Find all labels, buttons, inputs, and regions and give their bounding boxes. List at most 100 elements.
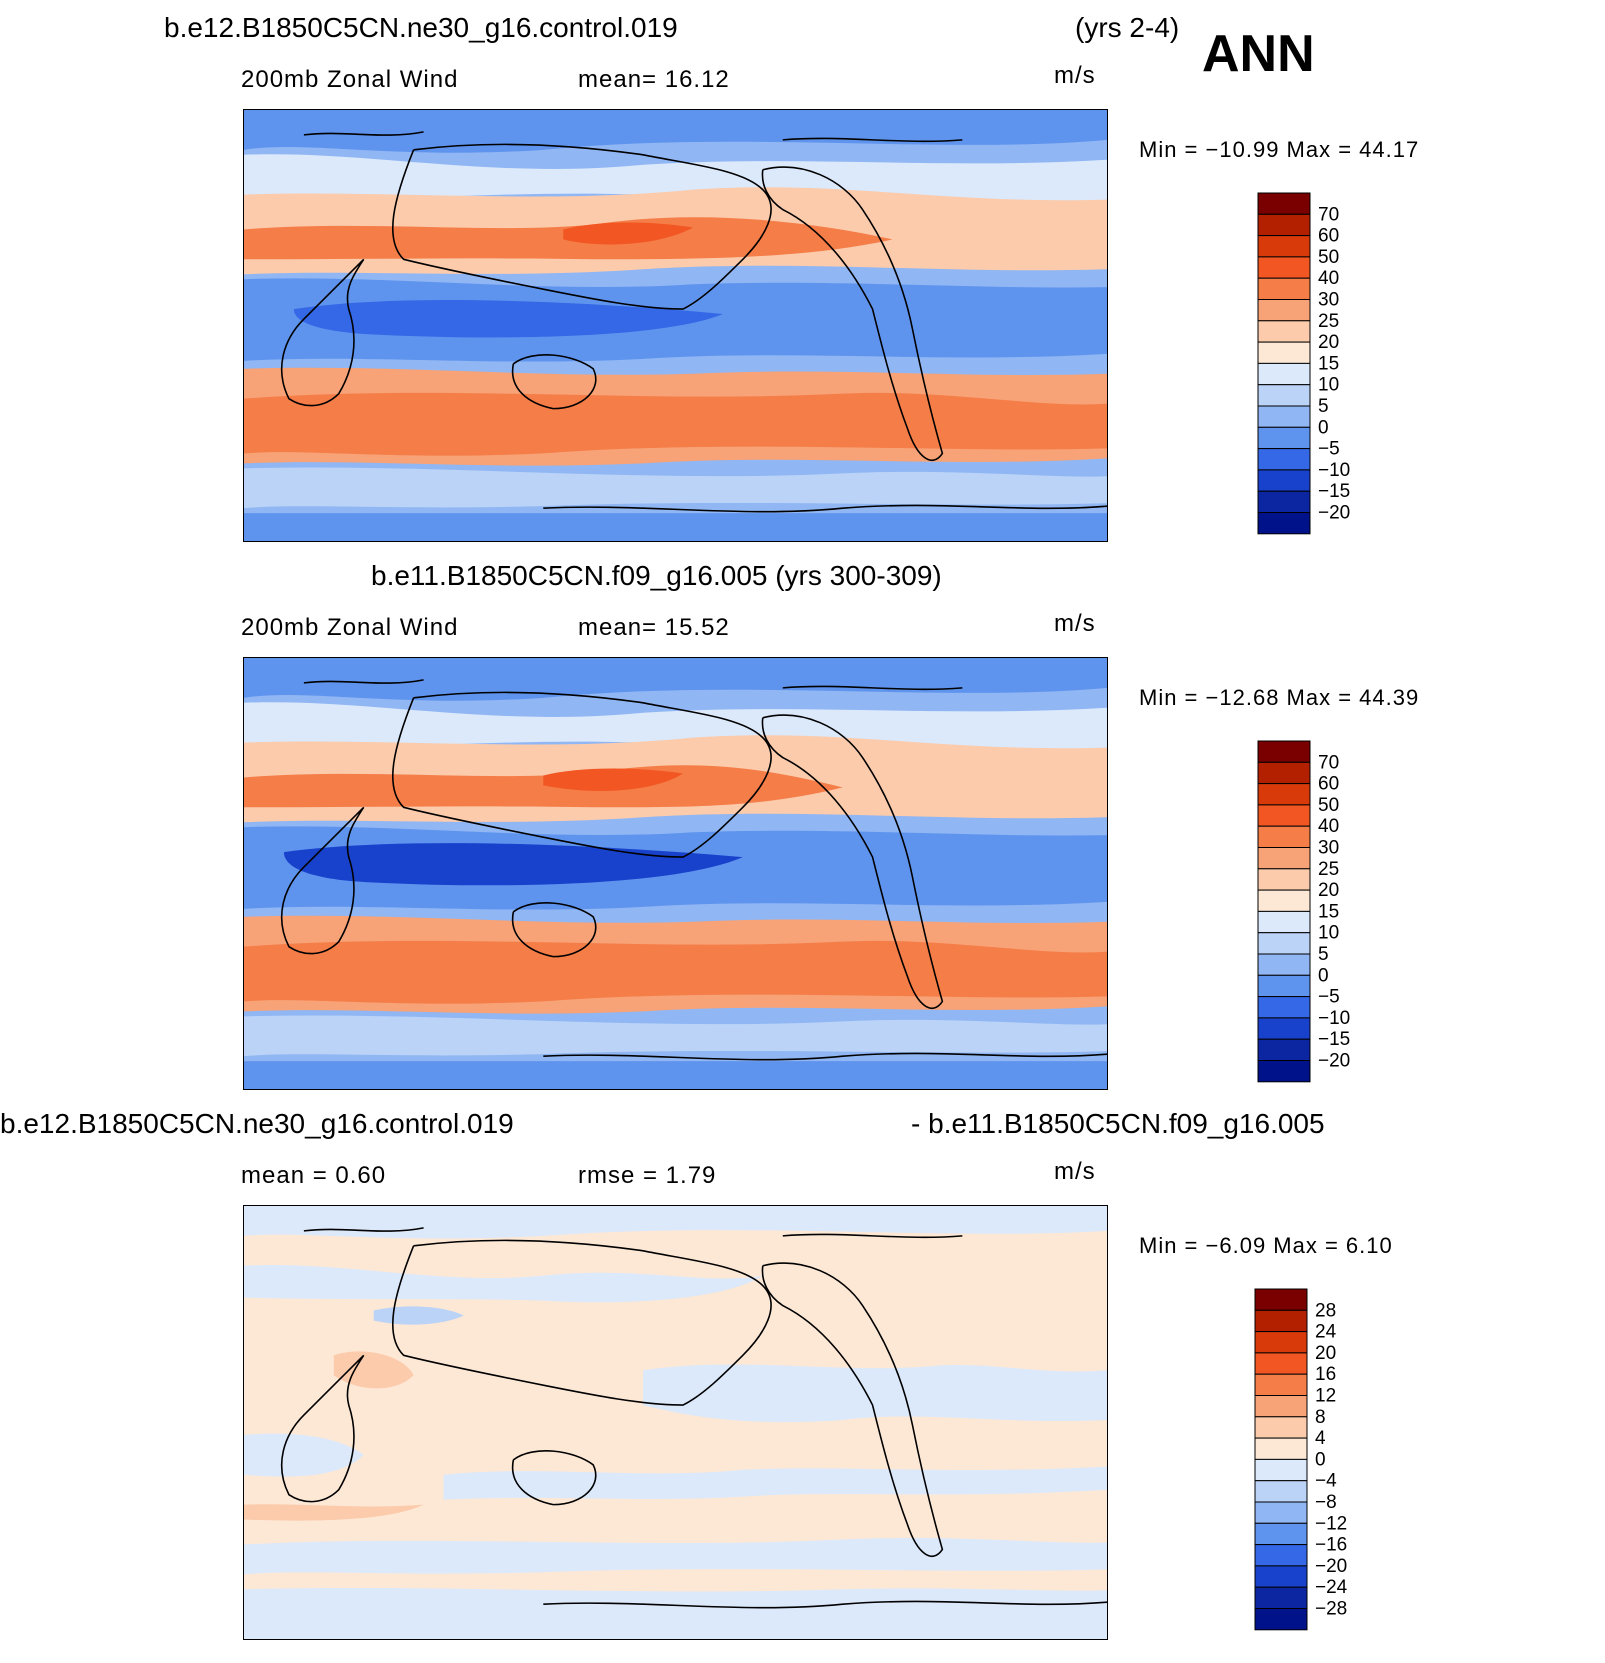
panel1-years: (yrs 2-4) <box>1075 12 1180 43</box>
colorbar-level-label: −10 <box>1318 460 1350 481</box>
panel3-mean: mean = 0.60 <box>241 1162 387 1189</box>
colorbar-swatch <box>1257 740 1311 763</box>
colorbar-level-label: 70 <box>1318 752 1339 773</box>
colorbar-level-label: 30 <box>1318 838 1339 859</box>
panel2-map <box>243 657 1108 1090</box>
colorbar-swatch <box>1254 1480 1308 1503</box>
panel1-mean: mean= 16.12 <box>578 66 730 93</box>
colorbar-swatch <box>1257 825 1311 848</box>
colorbar-swatch <box>1257 1017 1311 1040</box>
colorbar-swatch <box>1257 235 1311 258</box>
colorbar-level-label: 4 <box>1315 1428 1326 1449</box>
panel3-case-left: b.e12.B1850C5CN.ne30_g16.control.019 <box>0 1108 514 1139</box>
colorbar-level-label: 50 <box>1318 247 1339 268</box>
colorbar-level-label: 28 <box>1315 1300 1336 1321</box>
colorbar-swatch <box>1257 932 1311 955</box>
colorbar-swatch <box>1254 1501 1308 1524</box>
colorbar-level-label: 70 <box>1318 204 1339 225</box>
colorbar-swatch <box>1257 974 1311 998</box>
colorbar-level-label: −24 <box>1315 1577 1348 1598</box>
colorbar-level-label: 8 <box>1315 1407 1326 1428</box>
colorbar-swatch <box>1257 804 1311 827</box>
colorbar-level-label: −20 <box>1315 1556 1347 1577</box>
colorbar-level-label: −5 <box>1318 439 1340 460</box>
colorbar-swatch <box>1254 1544 1308 1567</box>
panel2-case-title: b.e11.B1850C5CN.f09_g16.005 (yrs 300-309… <box>371 560 942 591</box>
colorbar-swatch <box>1257 192 1311 215</box>
colorbar-level-label: 60 <box>1318 774 1339 795</box>
colorbar-level-label: 25 <box>1318 311 1339 332</box>
colorbar-level-label: 15 <box>1318 901 1339 922</box>
colorbar-level-label: 0 <box>1318 965 1329 986</box>
colorbar-swatch <box>1257 384 1311 407</box>
colorbar-swatch <box>1254 1309 1308 1333</box>
colorbar-level-label: 30 <box>1318 290 1339 311</box>
panel1-case-title: b.e12.B1850C5CN.ne30_g16.control.019 <box>164 12 678 43</box>
colorbar-level-label: −15 <box>1318 1029 1350 1050</box>
colorbar-swatch <box>1257 910 1311 934</box>
colorbar-level-label: −15 <box>1318 481 1350 502</box>
colorbar-swatch <box>1257 277 1311 300</box>
colorbar-level-label: −5 <box>1318 987 1340 1008</box>
panel3-rmse: rmse = 1.79 <box>578 1162 717 1189</box>
colorbar-swatch <box>1254 1437 1308 1460</box>
panel1-colorbar: 70 60 50 40 30 25 20 15 10 5 0 −5 −10 −15 −20 <box>1257 192 1398 535</box>
colorbar-swatch <box>1257 953 1311 976</box>
colorbar-swatch <box>1257 213 1311 237</box>
colorbar-level-label: 5 <box>1318 396 1329 417</box>
panel3-case-right: - b.e11.B1850C5CN.f09_g16.005 <box>911 1108 1325 1139</box>
panel3-minmax: Min = −6.09 Max = 6.10 <box>1139 1233 1393 1258</box>
panel1-variable: 200mb Zonal Wind <box>241 66 459 93</box>
colorbar-swatch <box>1257 1060 1311 1083</box>
colorbar-level-label: 0 <box>1318 417 1329 438</box>
colorbar-swatch <box>1257 783 1311 806</box>
colorbar-swatch <box>1257 299 1311 322</box>
colorbar-swatch <box>1257 490 1311 514</box>
colorbar-swatch <box>1257 469 1311 492</box>
colorbar-swatch <box>1254 1288 1308 1311</box>
colorbar-swatch <box>1257 868 1311 891</box>
colorbar-level-label: 40 <box>1318 268 1339 289</box>
panel1-minmax: Min = −10.99 Max = 44.17 <box>1139 137 1420 162</box>
colorbar-swatch <box>1254 1416 1308 1439</box>
colorbar-level-label: 20 <box>1318 880 1339 901</box>
colorbar-swatch <box>1257 341 1311 364</box>
colorbar-level-label: −16 <box>1315 1535 1347 1556</box>
colorbar-level-label: 12 <box>1315 1386 1336 1407</box>
colorbar-level-label: 15 <box>1318 353 1339 374</box>
colorbar-swatch <box>1257 512 1311 535</box>
colorbar-level-label: −20 <box>1318 1051 1350 1072</box>
season-label: ANN <box>1202 25 1315 83</box>
colorbar-swatch <box>1254 1565 1308 1588</box>
panel3-units: m/s <box>1054 1158 1096 1185</box>
colorbar-swatch <box>1254 1522 1308 1546</box>
colorbar-swatch <box>1254 1458 1308 1482</box>
colorbar-level-label: 60 <box>1318 226 1339 247</box>
colorbar-level-label: −20 <box>1318 503 1350 524</box>
colorbar-level-label: 50 <box>1318 795 1339 816</box>
colorbar-swatch <box>1257 761 1311 785</box>
panel2-units: m/s <box>1054 610 1096 637</box>
panel2-colorbar: 70 60 50 40 30 25 20 15 10 5 0 −5 −10 −15 −20 <box>1257 740 1398 1083</box>
colorbar-swatch <box>1257 847 1311 870</box>
colorbar-swatch <box>1257 362 1311 386</box>
panel2-variable: 200mb Zonal Wind <box>241 614 459 641</box>
colorbar-swatch <box>1254 1373 1308 1396</box>
colorbar-swatch <box>1254 1331 1308 1354</box>
colorbar-swatch <box>1257 256 1311 279</box>
colorbar-swatch <box>1257 889 1311 912</box>
colorbar-swatch <box>1257 320 1311 343</box>
colorbar-level-label: 10 <box>1318 923 1339 944</box>
colorbar-level-label: 16 <box>1315 1364 1336 1385</box>
colorbar-swatch <box>1257 426 1311 450</box>
colorbar-swatch <box>1254 1395 1308 1418</box>
colorbar-swatch <box>1254 1608 1308 1631</box>
colorbar-level-label: 25 <box>1318 859 1339 880</box>
colorbar-level-label: −12 <box>1315 1513 1347 1534</box>
colorbar-swatch <box>1257 448 1311 471</box>
colorbar-swatch <box>1254 1586 1308 1610</box>
panel2-mean: mean= 15.52 <box>578 614 730 641</box>
colorbar-level-label: −8 <box>1315 1492 1337 1513</box>
